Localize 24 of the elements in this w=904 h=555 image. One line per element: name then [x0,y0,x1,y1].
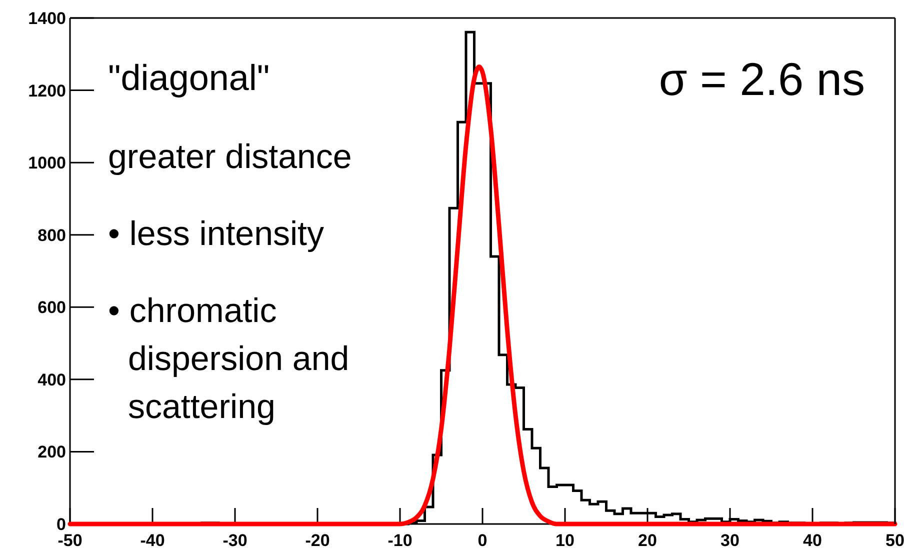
y-tick-label: 600 [38,298,66,318]
annotation: "diagonal" [108,57,270,98]
y-tick-label: 200 [38,442,66,462]
x-tick-label: 40 [803,531,822,550]
annotation: greater distance [108,138,352,176]
x-tick-label: 50 [886,531,904,550]
x-tick-label: -50 [58,531,82,550]
x-tick-label: 30 [720,531,740,550]
x-tick-label: -30 [222,531,248,550]
y-tick-label: 0 [56,515,66,534]
x-tick-label: 20 [638,531,657,550]
y-tick-label: 1000 [28,154,66,173]
y-tick-label: 800 [38,226,66,245]
x-tick-label: 10 [556,531,574,550]
annotation: • less intensity [108,215,324,253]
x-tick-label: -20 [305,531,330,550]
x-tick-label: -10 [388,531,412,550]
y-tick-label: 1200 [28,81,66,100]
x-tick-label: 0 [478,531,488,550]
x-tick-label: -40 [140,531,165,550]
y-tick-label: 1400 [28,9,66,28]
annotation: • chromatic dispersion and scattering [108,292,350,426]
y-tick-label: 400 [38,370,66,390]
annotation: σ = 2.6 ns [658,53,865,105]
